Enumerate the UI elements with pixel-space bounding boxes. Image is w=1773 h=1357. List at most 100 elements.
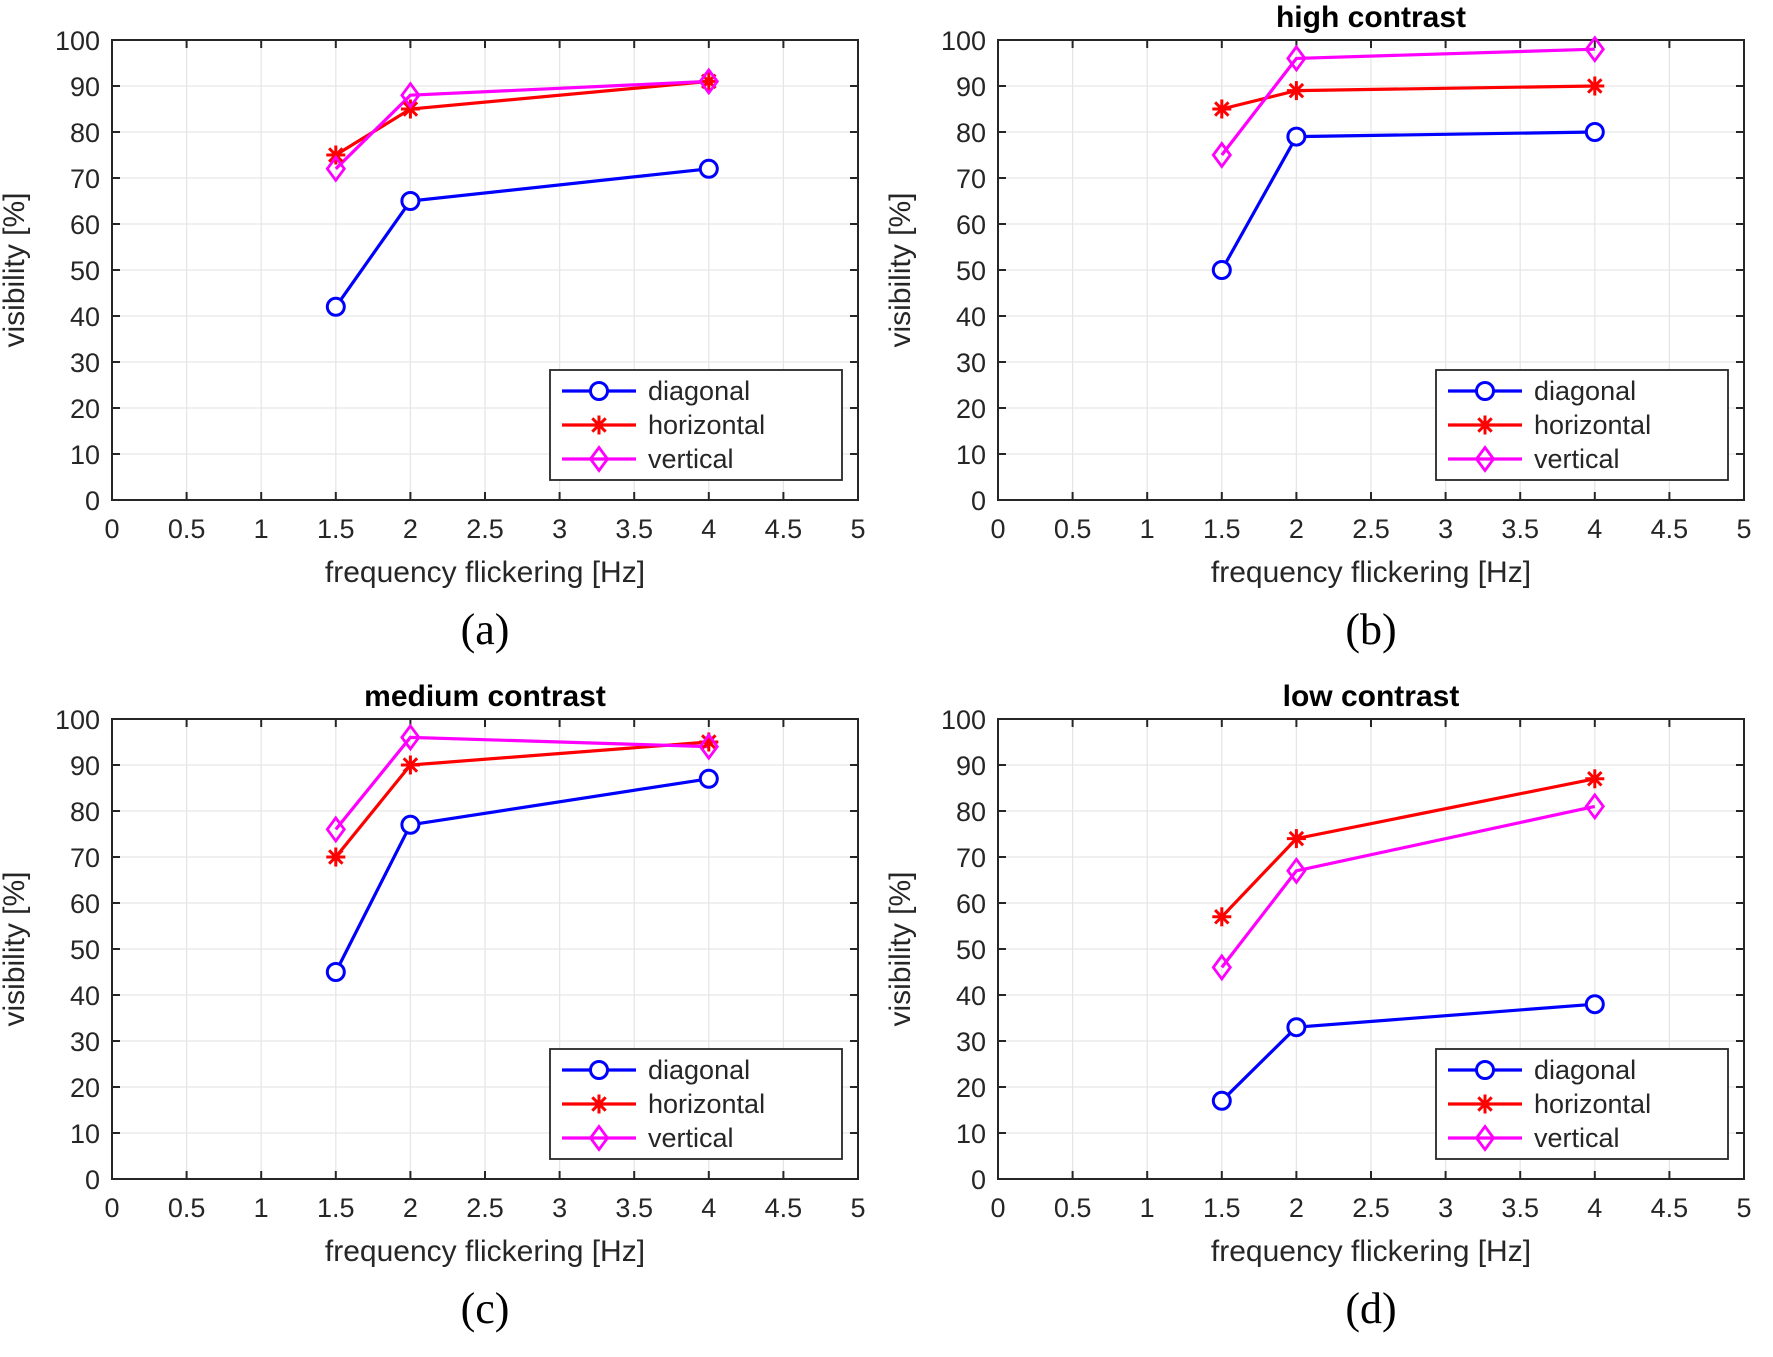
x-tick-label: 0 — [990, 1193, 1005, 1223]
x-tick-label: 4.5 — [765, 1193, 803, 1223]
y-tick-labels: 0 10 20 30 40 50 60 70 80 90 100 — [941, 26, 986, 516]
marker-circle — [325, 962, 346, 982]
marker-diamond — [588, 1124, 610, 1152]
y-tick-label: 90 — [956, 751, 986, 781]
tick-marks — [111, 718, 859, 1180]
panel-a: 0 0.5 1 1.5 2 2.5 3 3.5 4 4.5 5 0 10 20 30 40 50 60 70 80 90… — [0, 0, 886, 679]
chart-a: 0 0.5 1 1.5 2 2.5 3 3.5 4 4.5 50102030405060708090… — [0, 26, 866, 589]
y-tick-label: 80 — [70, 118, 100, 148]
y-grid — [998, 764, 1744, 1134]
y-tick-label: 80 — [956, 797, 986, 827]
legend-entry-vertical: vertical — [1448, 1123, 1620, 1153]
y-tick-label: 90 — [70, 751, 100, 781]
legend-label: diagonal — [648, 1055, 750, 1085]
series-vertical-line — [1220, 804, 1596, 969]
marker-asterisk — [400, 755, 420, 775]
y-tick-labels: 0 10 20 30 40 50 60 70 80 90 100 — [941, 705, 986, 1195]
series-horizontal-line — [334, 79, 709, 157]
x-tick-label: 4.5 — [765, 514, 803, 544]
x-tick-label: 3.5 — [615, 1193, 653, 1223]
y-tick-label: 70 — [70, 843, 100, 873]
y-tick-label: 60 — [70, 889, 100, 919]
series-diagonal-line — [334, 167, 709, 308]
legend-entry-horizontal: horizontal — [1448, 1089, 1651, 1119]
series-diagonal-markers — [325, 158, 719, 317]
x-tick-label: 1 — [254, 514, 269, 544]
y-axis-label: visibility [%] — [0, 192, 31, 347]
series-diagonal-line — [334, 777, 710, 973]
y-tick-label: 40 — [956, 302, 986, 332]
marker-circle — [1584, 994, 1605, 1015]
chart-title: high contrast — [1276, 1, 1466, 34]
x-tick-label: 4 — [701, 514, 716, 544]
marker-asterisk — [1475, 415, 1495, 435]
x-tick-labels: 0 0.5 1 1.5 2 2.5 3 3.5 4 4.5 5 — [104, 514, 865, 544]
series-horizontal-markers — [1212, 769, 1605, 927]
tick-marks — [111, 39, 859, 501]
marker-diamond — [1211, 953, 1233, 982]
marker-diamond — [400, 723, 421, 752]
y-tick-label: 30 — [70, 1027, 100, 1057]
y-axis-label: visibility [%] — [886, 871, 917, 1026]
legend: diagonal horizontal vertical — [1435, 369, 1729, 481]
marker-asterisk — [699, 71, 719, 91]
marker-asterisk — [1212, 907, 1232, 927]
x-tick-label: 1 — [1140, 1193, 1155, 1223]
panel-caption-a: (a) — [460, 605, 510, 654]
y-tick-labels: 0 10 20 30 40 50 60 70 80 90 100 — [55, 26, 100, 516]
legend-label: horizontal — [648, 410, 765, 440]
y-tick-label: 50 — [956, 935, 986, 965]
y-tick-label: 10 — [70, 1119, 100, 1149]
legend-entry-horizontal: horizontal — [562, 1089, 765, 1119]
y-tick-label: 70 — [956, 843, 986, 873]
y-tick-label: 0 — [85, 1165, 100, 1195]
y-tick-label: 80 — [70, 797, 100, 827]
x-tick-label: 3.5 — [1501, 1193, 1539, 1223]
marker-diamond — [698, 67, 720, 96]
x-tick-label: 2.5 — [1352, 514, 1390, 544]
x-tick-label: 3.5 — [615, 514, 653, 544]
series-vertical-line — [334, 79, 709, 170]
legend-entry-horizontal: horizontal — [562, 410, 765, 440]
marker-circle — [1286, 1017, 1307, 1038]
marker-diamond — [1286, 44, 1307, 73]
series-diagonal-line — [1220, 130, 1595, 271]
y-tick-label: 10 — [70, 440, 100, 470]
x-tick-label: 0 — [104, 514, 119, 544]
y-tick-label: 70 — [956, 164, 986, 194]
y-tick-label: 40 — [70, 981, 100, 1011]
legend-label: horizontal — [648, 1089, 765, 1119]
series-vertical-line — [334, 735, 709, 831]
panel-b: 0 0.5 1 1.5 2 2.5 3 3.5 4 4.5 5 0 10 20 30 40 50 60 70 80 90… — [886, 0, 1773, 679]
y-tick-label: 90 — [956, 72, 986, 102]
y-tick-label: 20 — [956, 1073, 986, 1103]
marker-circle — [325, 296, 346, 317]
x-axis-label: frequency flickering [Hz] — [325, 1235, 645, 1268]
legend-entry-vertical: vertical — [562, 1123, 734, 1153]
y-tick-label: 50 — [956, 256, 986, 286]
x-tick-label: 2 — [403, 1193, 418, 1223]
marker-asterisk — [589, 1094, 609, 1114]
marker-asterisk — [1286, 81, 1306, 101]
x-tick-label: 1.5 — [1203, 1193, 1241, 1223]
y-tick-label: 30 — [956, 348, 986, 378]
x-tick-label: 1.5 — [317, 1193, 355, 1223]
panel-caption-d: (d) — [1345, 1284, 1397, 1333]
marker-circle — [1211, 1090, 1232, 1111]
y-tick-label: 30 — [70, 348, 100, 378]
series-vertical-markers — [1211, 792, 1606, 982]
marker-asterisk — [1475, 1094, 1495, 1114]
y-tick-label: 0 — [971, 1165, 986, 1195]
marker-circle — [400, 814, 421, 835]
x-axis-label: frequency flickering [Hz] — [325, 556, 645, 589]
legend-entry-vertical: vertical — [562, 444, 734, 474]
y-axis-label: visibility [%] — [886, 192, 917, 347]
x-tick-label: 2.5 — [466, 514, 504, 544]
marker-circle — [1475, 381, 1495, 401]
x-tick-label: 1 — [1140, 514, 1155, 544]
x-tick-labels: 0 0.5 1 1.5 2 2.5 3 3.5 4 4.5 5 — [990, 514, 1751, 544]
marker-circle — [589, 381, 609, 401]
y-tick-label: 20 — [70, 394, 100, 424]
marker-circle — [698, 768, 719, 789]
